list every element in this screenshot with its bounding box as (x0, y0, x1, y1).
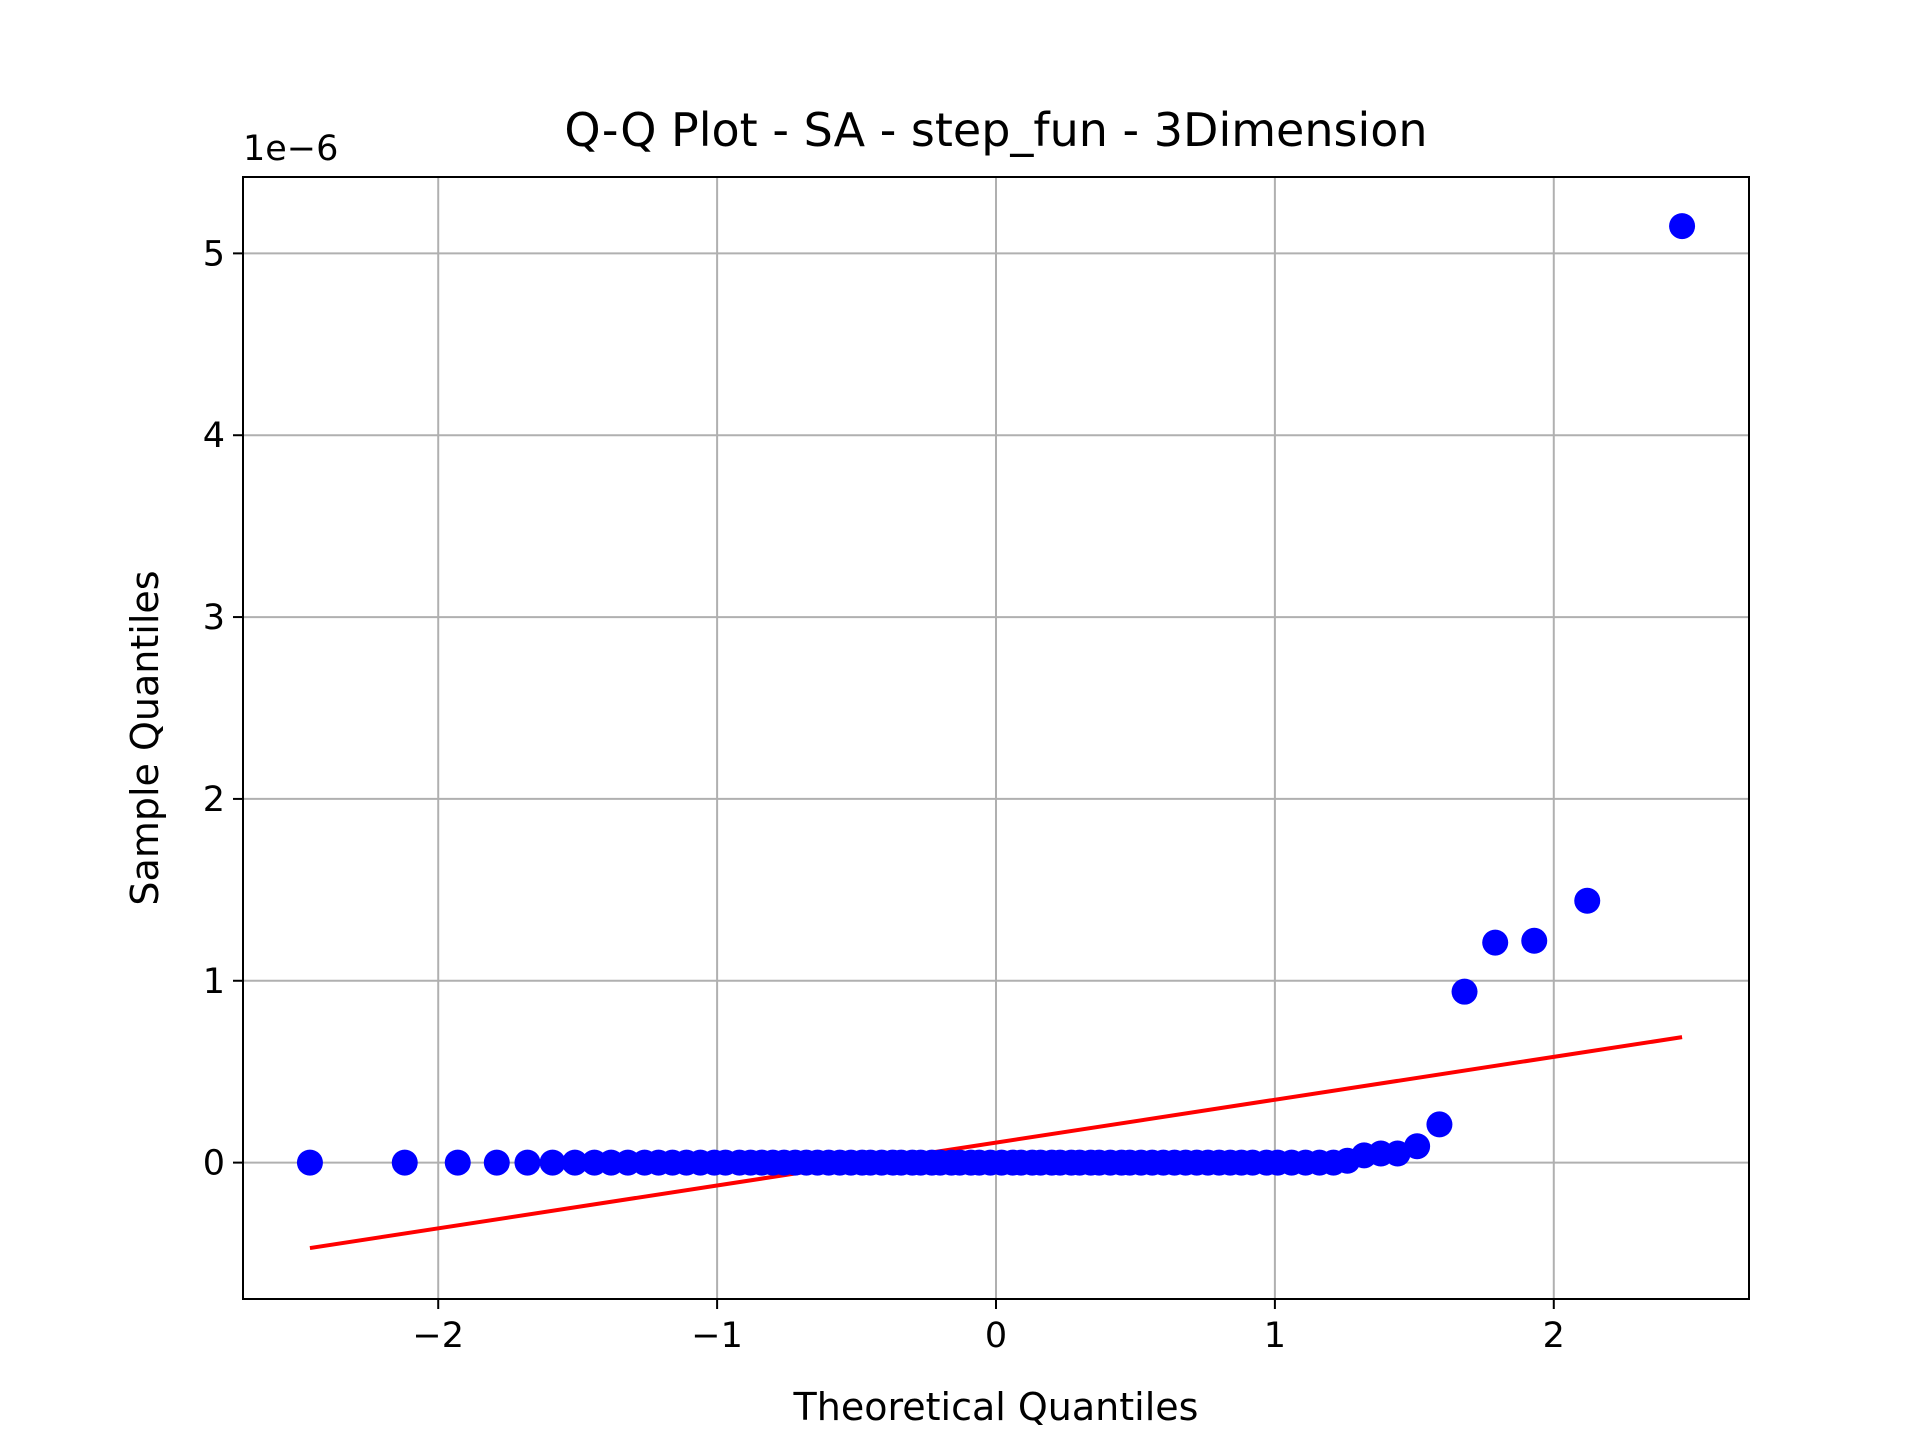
data-point (561, 1149, 588, 1176)
data-point (1384, 1140, 1411, 1167)
data-point (1451, 978, 1478, 1005)
data-point (514, 1149, 541, 1176)
x-tick-label: 1 (1264, 1316, 1286, 1356)
data-point (1521, 927, 1548, 954)
y-tick-label: 0 (203, 1144, 225, 1184)
data-points (296, 213, 1696, 1176)
data-point (483, 1149, 510, 1176)
y-tick-label: 4 (203, 416, 225, 456)
x-axis-label: Theoretical Quantiles (793, 1385, 1199, 1429)
data-point (1482, 929, 1509, 956)
data-point (1404, 1133, 1431, 1160)
y-tick-label: 3 (203, 598, 225, 638)
x-tick-label: −1 (691, 1316, 743, 1356)
x-tick-label: 0 (985, 1316, 1007, 1356)
data-point (444, 1149, 471, 1176)
y-axis-ticks: 0 1 2 3 4 5 (203, 234, 243, 1184)
y-tick-label: 2 (203, 780, 225, 820)
data-point (391, 1149, 418, 1176)
y-tick-label: 1 (203, 962, 225, 1002)
x-tick-label: 2 (1543, 1316, 1565, 1356)
data-point (1669, 213, 1696, 240)
data-point (1574, 887, 1601, 914)
y-axis-label: Sample Quantiles (123, 570, 167, 905)
reference-line-group (309, 1035, 1683, 1251)
y-axis-offset-label: 1e−6 (243, 129, 338, 169)
x-axis-ticks: −2 −1 0 1 2 (412, 1299, 1565, 1356)
reference-line (309, 1035, 1683, 1251)
data-point (296, 1149, 323, 1176)
chart-title: Q-Q Plot - SA - step_fun - 3Dimension (564, 103, 1427, 157)
y-tick-label: 5 (203, 234, 225, 274)
data-point (539, 1149, 566, 1176)
data-point (1426, 1111, 1453, 1138)
x-tick-label: −2 (412, 1316, 464, 1356)
